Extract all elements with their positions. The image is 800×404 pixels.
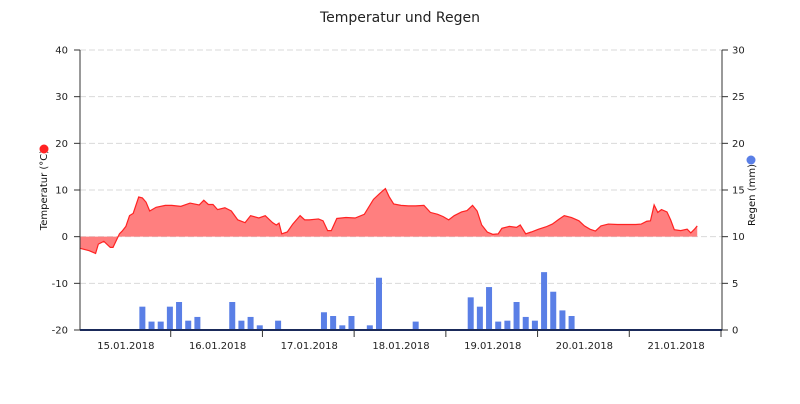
rain-bar <box>330 316 337 330</box>
rain-bar <box>139 306 146 330</box>
rain-bar <box>157 321 164 330</box>
rain-bars-group <box>139 272 575 330</box>
rain-bar <box>568 316 575 330</box>
left-tick-label: 40 <box>55 46 68 57</box>
left-tick-label: -10 <box>52 279 68 290</box>
right-axis-title: Regen (mm) <box>747 164 758 226</box>
rain-bar <box>339 325 346 330</box>
grid-lines <box>80 49 722 284</box>
x-tick-label: 18.01.2018 <box>372 341 429 352</box>
left-tick-label: 0 <box>62 232 68 243</box>
rain-bar <box>320 312 327 330</box>
rain-bar <box>541 272 548 330</box>
rain-bar <box>247 316 254 330</box>
rain-bar <box>495 321 502 330</box>
rain-bar <box>559 310 566 330</box>
left-tick-label: 20 <box>55 139 68 150</box>
left-tick-label: 10 <box>55 186 68 197</box>
rain-bar <box>522 316 529 330</box>
rain-bar <box>467 297 474 330</box>
rain-bar <box>550 291 557 330</box>
rain-bar <box>194 316 201 330</box>
left-axis-title: Temperatur (°C) <box>39 150 50 231</box>
x-tick-label: 20.01.2018 <box>556 341 613 352</box>
right-tick-label: 25 <box>732 92 745 103</box>
rain-bar <box>229 302 236 330</box>
right-tick-label: 20 <box>732 139 745 150</box>
chart-title: Temperatur und Regen <box>319 10 480 26</box>
right-tick-label: 10 <box>732 232 745 243</box>
rain-bar <box>176 302 183 330</box>
temperature-line <box>79 187 698 255</box>
rain-bar <box>375 277 382 330</box>
right-tick-label: 5 <box>732 279 738 290</box>
rain-bar <box>504 320 511 330</box>
left-tick-label: -20 <box>52 326 68 337</box>
left-axis-ticks: -20 -10 0 10 20 30 40 <box>52 46 80 337</box>
x-tick-label: 16.01.2018 <box>189 341 246 352</box>
x-tick-label: 19.01.2018 <box>464 341 521 352</box>
right-tick-label: 15 <box>732 186 745 197</box>
temperature-area-group <box>79 187 698 255</box>
right-tick-label: 30 <box>732 46 745 57</box>
rain-bar <box>366 325 373 330</box>
x-tick-label: 21.01.2018 <box>648 341 705 352</box>
axis-titles: Temperatur (°C) Regen (mm) <box>39 144 758 231</box>
rain-legend-marker <box>746 155 756 165</box>
rain-bar <box>166 306 173 330</box>
rain-bar <box>185 320 192 330</box>
x-axis-ticks: 15.01.2018 16.01.2018 17.01.2018 18.01.2018… <box>97 330 722 352</box>
rain-bar <box>275 320 282 330</box>
x-tick-label: 15.01.2018 <box>97 341 154 352</box>
rain-bar <box>256 325 263 330</box>
right-tick-label: 0 <box>732 326 738 337</box>
rain-bar <box>513 302 520 330</box>
rain-bar <box>348 316 355 330</box>
temperature-legend-marker <box>39 144 49 154</box>
x-tick-label: 17.01.2018 <box>281 341 338 352</box>
rain-bar <box>148 321 155 330</box>
rain-bar <box>531 320 538 330</box>
left-tick-label: 30 <box>55 92 68 103</box>
rain-bar <box>476 306 483 330</box>
rain-bar <box>486 287 493 330</box>
temperature-area-fill <box>80 188 698 254</box>
right-axis-ticks: 0 5 10 15 20 25 30 <box>722 46 745 337</box>
rain-bar <box>412 321 419 330</box>
rain-bar <box>238 320 245 330</box>
